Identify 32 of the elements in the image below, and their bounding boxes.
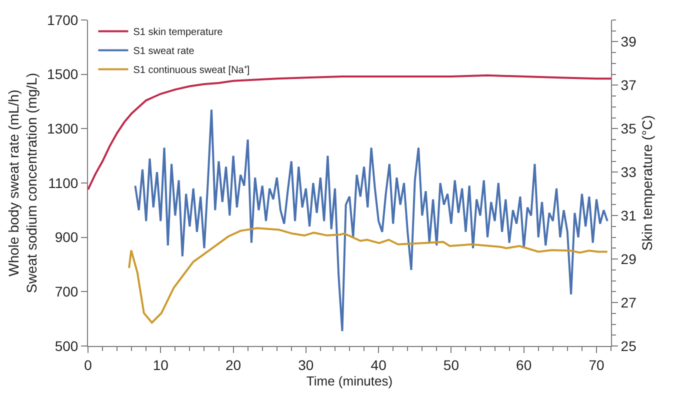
y-tick-label: 900 bbox=[54, 229, 78, 246]
legend-label: S1 skin temperature bbox=[133, 27, 224, 38]
y2-tick-label: 25 bbox=[620, 338, 637, 354]
x-tick-label: 60 bbox=[516, 356, 532, 373]
x-tick-label: 0 bbox=[84, 356, 92, 373]
y2-tick-label: 33 bbox=[620, 164, 637, 180]
y-tick-label: 1100 bbox=[48, 174, 78, 191]
y2-tick-label: 39 bbox=[620, 34, 637, 50]
x-tick-label: 40 bbox=[370, 356, 387, 373]
y-tick-label: 500 bbox=[54, 338, 78, 354]
line-series bbox=[88, 74, 611, 191]
y-axis-title: Whole body sweat rate (mL/h) Sweat sodium concentration (mg/L) bbox=[5, 72, 40, 294]
y2-tick-label: 37 bbox=[620, 77, 637, 94]
y2-tick-label: 29 bbox=[620, 250, 637, 267]
y2-tick-label: 27 bbox=[620, 294, 637, 310]
legend-label: S1 continuous sweat [Na⁺] bbox=[133, 65, 250, 76]
line-series bbox=[134, 108, 608, 332]
y2-tick-label: 35 bbox=[620, 120, 637, 137]
y-tick-label: 1300 bbox=[47, 120, 78, 137]
y-tick-label: 700 bbox=[54, 284, 78, 300]
x-axis-title: Time (minutes) bbox=[306, 373, 393, 388]
x-tick-label: 50 bbox=[443, 356, 460, 373]
x-tick-label: 10 bbox=[152, 356, 169, 373]
x-tick-label: 20 bbox=[225, 356, 242, 373]
y-tick-label: 1500 bbox=[47, 66, 78, 82]
x-tick-label: 30 bbox=[298, 356, 314, 373]
y-tick-label: 1700 bbox=[47, 12, 78, 28]
x-tick-label: 70 bbox=[588, 356, 604, 373]
y2-tick-label: 31 bbox=[620, 208, 637, 224]
line-series bbox=[128, 227, 608, 324]
legend-label: S1 sweat rate bbox=[133, 46, 195, 58]
y2-axis-title: Skin temperature (°C) bbox=[638, 115, 655, 251]
